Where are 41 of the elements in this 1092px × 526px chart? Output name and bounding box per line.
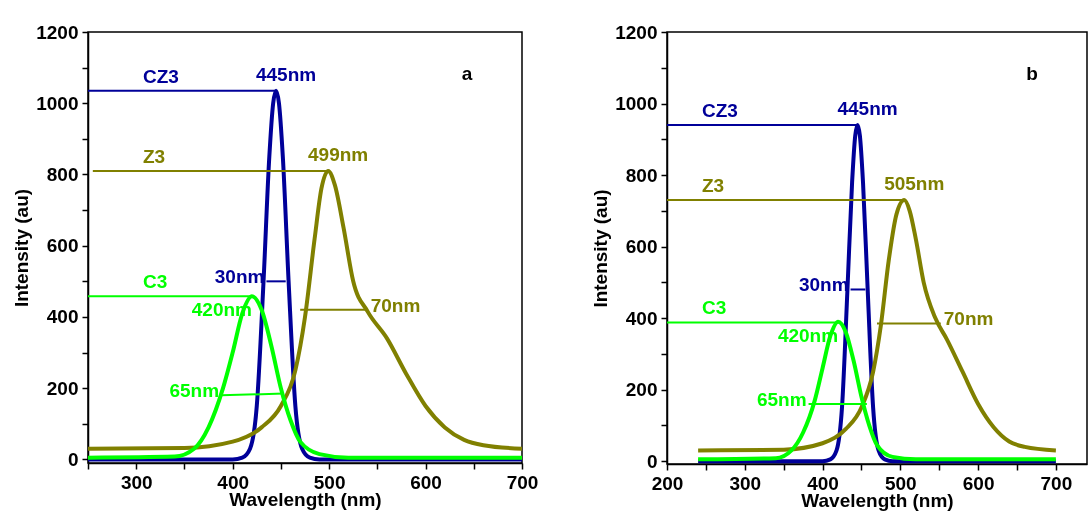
y-tick-label: 1000	[615, 93, 658, 115]
annotation: 70nm	[370, 294, 421, 316]
x-tick-label: 700	[1040, 472, 1073, 494]
y-tick-label: 1200	[615, 21, 658, 43]
x-tick-label: 300	[729, 472, 762, 494]
annotation: 499nm	[308, 143, 369, 165]
y-axis-title: Intensity (au)	[590, 189, 612, 308]
annotation: 445nm	[837, 97, 898, 119]
y-tick-label: 800	[46, 163, 79, 185]
y-tick-label: 200	[625, 379, 658, 401]
annotation: 65nm	[169, 380, 220, 402]
y-tick-label: 400	[625, 307, 658, 329]
y-axis-title: Intensity (au)	[11, 188, 33, 308]
x-tick-label: 600	[962, 472, 995, 494]
x-tick-label: 700	[506, 471, 539, 493]
y-tick-label: 200	[46, 377, 79, 399]
y-tick-label: 1200	[36, 21, 79, 43]
annotation: b	[1026, 63, 1038, 84]
text: CZ3	[143, 65, 179, 87]
x-tick-label: 200	[651, 472, 684, 494]
y-tick-label: 1000	[36, 92, 79, 114]
y-tick-label: 600	[625, 236, 658, 258]
annotation: 70nm	[943, 308, 994, 330]
text: C3	[143, 271, 168, 293]
annotation: 30nm	[798, 274, 849, 296]
text: Z3	[702, 175, 725, 197]
y-tick-label: 600	[46, 235, 79, 257]
y-tick-label: 400	[46, 306, 79, 328]
annotation: 445nm	[255, 63, 317, 85]
y-tick-label: 800	[625, 164, 658, 186]
text: C3	[702, 296, 727, 318]
annotation: 30nm	[214, 266, 265, 288]
text: CZ3	[702, 99, 738, 121]
x-tick-label: 600	[410, 471, 442, 493]
annotation: 65nm	[756, 388, 807, 410]
y-tick-label: 0	[646, 450, 658, 472]
y-tick-label: 0	[67, 448, 79, 470]
annotation: 505nm	[884, 173, 945, 195]
text: Z3	[143, 145, 166, 167]
x-tick-label: 300	[120, 471, 153, 493]
annotation: a	[461, 63, 473, 84]
